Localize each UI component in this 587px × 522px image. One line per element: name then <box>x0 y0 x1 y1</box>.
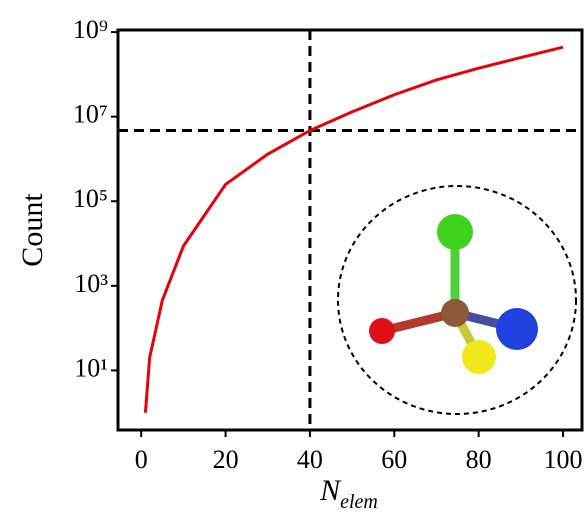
y-axis-label: Count <box>16 193 49 267</box>
series-line <box>145 47 563 413</box>
chart: Count Nelem 0 20 40 60 80 100 10¹ 10³ 10⁵ 10⁷ 10⁹ <box>0 0 587 522</box>
atom <box>496 308 538 350</box>
x-axis-label: Nelem <box>319 474 378 513</box>
plot-frame <box>118 30 582 430</box>
plot-area: 0 20 40 60 80 100 10¹ 10³ 10⁵ 10⁷ 10⁹ <box>73 15 583 474</box>
atom <box>437 214 473 250</box>
molecule-inset <box>338 186 576 414</box>
x-tick-label: 20 <box>213 445 239 474</box>
x-tick-label: 40 <box>297 445 323 474</box>
x-tick-label: 60 <box>381 445 407 474</box>
y-tick-label: 10⁵ <box>73 184 108 213</box>
y-tick-label: 10³ <box>74 269 108 298</box>
y-tick-label: 10⁷ <box>73 100 108 129</box>
atom <box>369 318 395 344</box>
y-tick-label: 10⁹ <box>73 15 108 44</box>
y-tick-label: 10¹ <box>74 353 108 382</box>
atom <box>462 340 496 374</box>
x-tick-label: 80 <box>466 445 492 474</box>
x-label-symbol: N <box>319 474 342 507</box>
x-tick-label: 100 <box>544 445 583 474</box>
x-tick-label: 0 <box>135 445 148 474</box>
atom <box>441 299 469 327</box>
x-label-subscript: elem <box>340 491 378 513</box>
